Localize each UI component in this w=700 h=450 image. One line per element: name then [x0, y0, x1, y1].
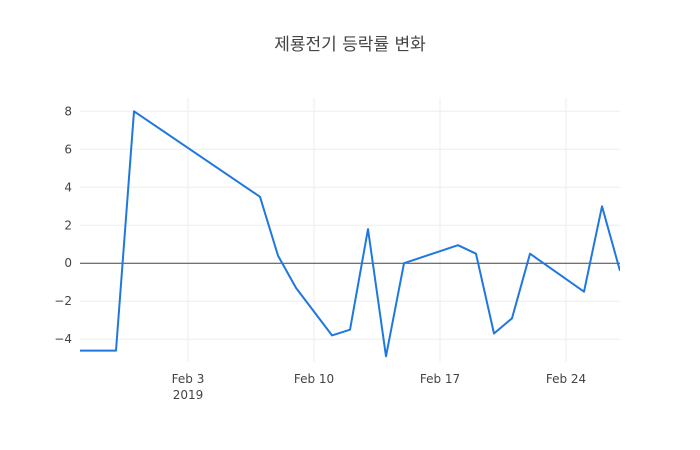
- y-tick-label: 0: [64, 256, 72, 270]
- y-tick-label: 4: [64, 180, 72, 194]
- y-tick-label: −4: [54, 332, 72, 346]
- x-tick-label: Feb 3: [172, 372, 205, 386]
- grid: [80, 98, 620, 362]
- y-tick-label: 8: [64, 104, 72, 118]
- plot-area: [80, 111, 620, 356]
- x-tick-year-label: 2019: [173, 388, 204, 402]
- chart-title: 제룡전기 등락률 변화: [274, 35, 426, 55]
- x-tick-label: Feb 17: [420, 372, 460, 386]
- x-tick-label: Feb 10: [294, 372, 334, 386]
- x-tick-label: Feb 24: [546, 372, 586, 386]
- series-line: [80, 111, 620, 356]
- y-tick-label: 2: [64, 218, 72, 232]
- y-tick-label: 6: [64, 142, 72, 156]
- y-tick-label: −2: [54, 294, 72, 308]
